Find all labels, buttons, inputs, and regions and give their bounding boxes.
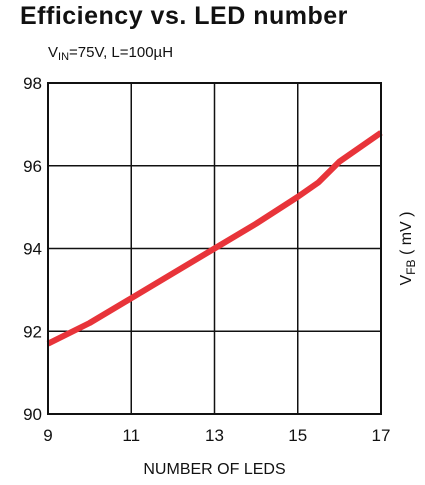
y-tick-label-92: 92: [23, 322, 42, 341]
y-tick-label-94: 94: [23, 240, 42, 259]
x-tick-label-9: 9: [43, 426, 52, 445]
y-axis-label-prefix: V: [398, 275, 415, 286]
series-line-0: [46, 130, 383, 347]
subtitle-v: V: [48, 44, 59, 61]
x-tick-labels: 9 11 13 15 17: [43, 426, 390, 445]
x-tick-label-17: 17: [372, 426, 391, 445]
series-layer: [46, 130, 383, 347]
plot-frame: [47, 82, 382, 415]
y-tick-labels: 90 92 94 96 98: [23, 74, 42, 424]
x-tick-label-13: 13: [205, 426, 224, 445]
y-axis-label-subscript: FB: [404, 259, 418, 274]
y-tick-label-98: 98: [23, 74, 42, 93]
chart-title: Efficiency vs. LED number: [20, 2, 348, 30]
chart-subtitle: VIN=75V, L=100µH: [48, 44, 173, 63]
subtitle-rest: =75V, L=100µH: [69, 44, 174, 61]
x-tick-label-15: 15: [288, 426, 307, 445]
x-tick-label-11: 11: [122, 426, 140, 445]
x-axis-label: NUMBER OF LEDS: [143, 461, 285, 478]
y-tick-label-96: 96: [23, 157, 42, 176]
y-tick-label-90: 90: [23, 405, 42, 424]
subtitle-sub: IN: [58, 51, 70, 63]
y-axis-label: VFB ( mV ): [398, 211, 418, 285]
y-axis-label-suffix: ( mV ): [398, 211, 415, 259]
